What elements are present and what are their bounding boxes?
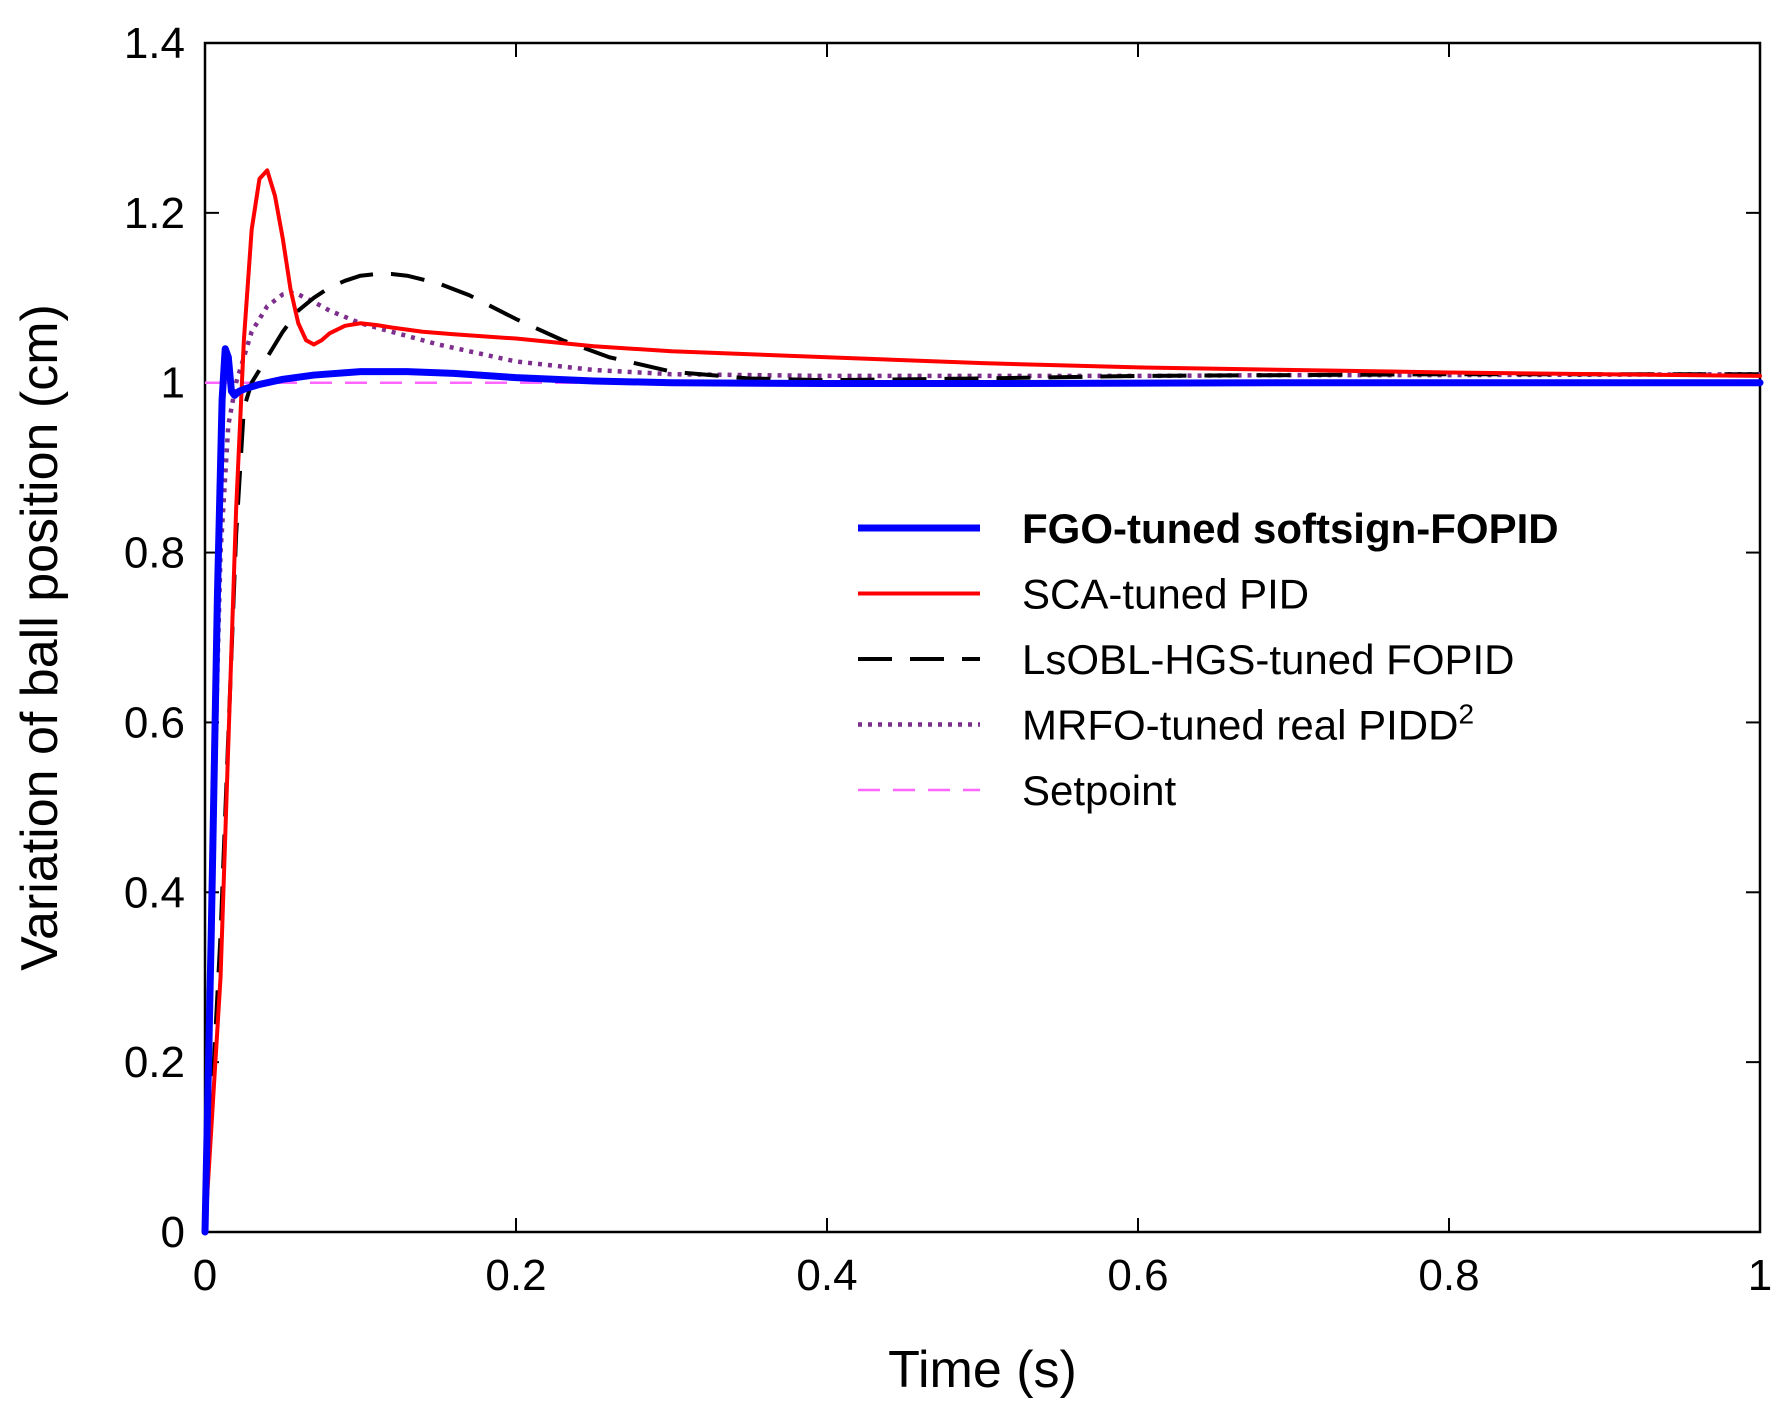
x-tick-label: 1 [1748, 1251, 1772, 1300]
legend-label-1: SCA-tuned PID [1022, 571, 1309, 618]
y-tick-label: 1.2 [124, 189, 185, 238]
series-line-1 [203, 168, 1762, 1234]
x-tick-label: 0.2 [485, 1251, 546, 1300]
y-tick-label: 0.2 [124, 1038, 185, 1087]
x-tick-label: 0 [193, 1251, 217, 1300]
legend-label-3: MRFO-tuned real PIDD2 [1022, 699, 1474, 749]
y-axis-label: Variation of ball position (cm) [11, 304, 69, 971]
legend-label-text: FGO-tuned softsign-FOPID [1022, 505, 1559, 552]
plot-area [203, 41, 1762, 1234]
series-lines [201, 168, 1764, 1236]
y-tick-label: 1 [161, 359, 185, 408]
legend-label-2: LsOBL-HGS-tuned FOPID [1022, 636, 1515, 683]
legend-label-0: FGO-tuned softsign-FOPID [1022, 505, 1559, 552]
y-tick-label: 0 [161, 1208, 185, 1257]
y-tick-label: 0.6 [124, 698, 185, 747]
legend-label-text: MRFO-tuned real PIDD [1022, 702, 1458, 749]
legend: FGO-tuned softsign-FOPID SCA-tuned PID LsO… [858, 505, 1559, 814]
tick-labels: 0 0.2 0.4 0.6 0.8 1 0 0.2 0.4 0.6 0.8 1 1.2 1.4 [124, 19, 1772, 1300]
y-tick-label: 0.8 [124, 529, 185, 578]
legend-label-4: Setpoint [1022, 767, 1176, 814]
x-axis-label: Time (s) [888, 1341, 1077, 1399]
legend-label-text: Setpoint [1022, 767, 1176, 814]
legend-label-text: SCA-tuned PID [1022, 571, 1309, 618]
y-tick-label: 1.4 [124, 19, 185, 68]
x-tick-label: 0.8 [1418, 1251, 1479, 1300]
x-tick-label: 0.6 [1107, 1251, 1168, 1300]
y-tick-label: 0.4 [124, 868, 185, 917]
legend-label-text: LsOBL-HGS-tuned FOPID [1022, 636, 1515, 683]
x-tick-label: 0.4 [796, 1251, 857, 1300]
series-line-2 [203, 272, 1760, 1233]
legend-label-superscript: 2 [1458, 699, 1474, 730]
series-line-0 [201, 345, 1764, 1236]
